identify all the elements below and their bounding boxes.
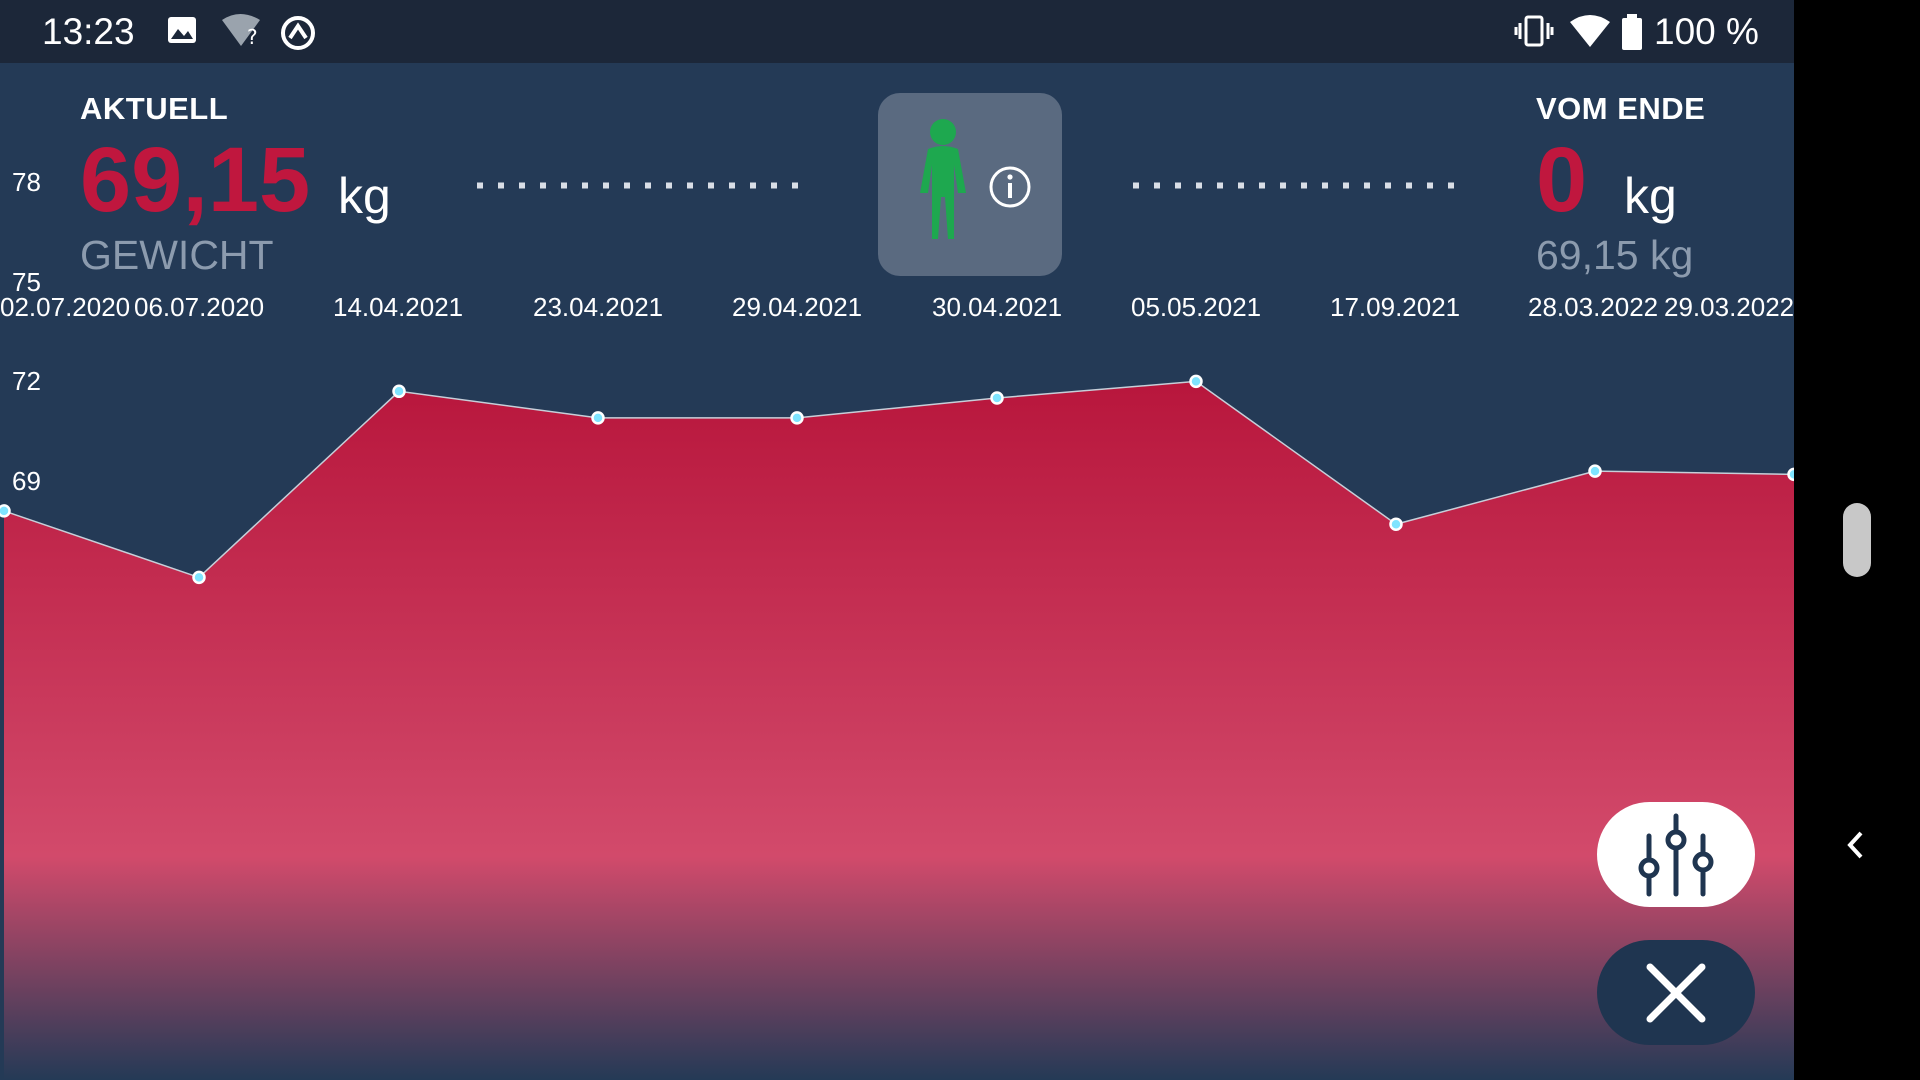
data-point[interactable] bbox=[591, 411, 605, 425]
scroll-handle[interactable] bbox=[1843, 503, 1871, 577]
close-button[interactable] bbox=[1597, 940, 1755, 1045]
weight-caption: GEWICHT bbox=[80, 232, 274, 278]
data-point[interactable] bbox=[790, 411, 804, 425]
app-screen: 13:23 ? 100 % AKTUELL 69,15 kg GEWICHT bbox=[0, 0, 1794, 1080]
data-point[interactable] bbox=[1189, 374, 1203, 389]
battery-icon bbox=[1620, 14, 1644, 55]
date-label: 06.07.2020 bbox=[134, 292, 265, 322]
date-label: 30.04.2021 bbox=[932, 292, 1063, 322]
data-point[interactable] bbox=[1787, 467, 1795, 482]
date-axis: 02.07.2020 06.07.2020 14.04.2021 23.04.2021… bbox=[0, 292, 1794, 332]
y-tick-label: 69 bbox=[12, 466, 41, 497]
from-end-reference: 69,15 kg bbox=[1536, 232, 1694, 278]
back-arrow-icon[interactable] bbox=[1845, 828, 1867, 862]
vibrate-icon bbox=[1514, 14, 1554, 53]
current-weight-value: 69,15 bbox=[80, 129, 311, 231]
data-point[interactable] bbox=[990, 391, 1004, 405]
info-icon[interactable] bbox=[989, 166, 1031, 208]
svg-text:?: ? bbox=[247, 25, 258, 48]
data-point[interactable] bbox=[392, 384, 406, 399]
person-icon bbox=[920, 119, 966, 239]
data-point[interactable] bbox=[0, 504, 11, 518]
data-point[interactable] bbox=[192, 570, 206, 585]
date-label: 29.04.2021 bbox=[732, 292, 863, 322]
y-tick-label: 78 bbox=[12, 167, 41, 198]
date-label: 28.03.2022 bbox=[1528, 292, 1659, 322]
from-end-value: 0 bbox=[1536, 129, 1588, 231]
date-label: 23.04.2021 bbox=[533, 292, 664, 322]
weight-area bbox=[4, 381, 1794, 1080]
wifi-icon bbox=[1568, 14, 1612, 53]
data-point[interactable] bbox=[1389, 517, 1403, 531]
status-time: 13:23 bbox=[42, 11, 135, 52]
current-label: AKTUELL bbox=[80, 91, 229, 126]
filter-button[interactable] bbox=[1597, 802, 1755, 907]
date-label: 14.04.2021 bbox=[333, 292, 464, 322]
status-bar: 13:23 ? 100 % bbox=[0, 0, 1794, 63]
from-end-label: VOM ENDE bbox=[1536, 91, 1706, 126]
data-point[interactable] bbox=[1588, 464, 1602, 478]
sync-icon bbox=[279, 14, 317, 57]
navigation-strip bbox=[1794, 0, 1920, 1080]
close-icon bbox=[1646, 963, 1706, 1023]
from-end-unit: kg bbox=[1624, 168, 1677, 224]
weight-line bbox=[3, 380, 1794, 579]
battery-percent: 100 % bbox=[1654, 11, 1759, 52]
date-label: 17.09.2021 bbox=[1330, 292, 1461, 322]
dotted-separator-left bbox=[477, 182, 801, 189]
date-label: 05.05.2021 bbox=[1131, 292, 1262, 322]
date-label: 02.07.2020 bbox=[0, 292, 131, 322]
image-icon bbox=[166, 14, 198, 51]
sliders-icon bbox=[1638, 813, 1714, 897]
wifi-unknown-icon: ? bbox=[220, 14, 264, 53]
current-weight-unit: kg bbox=[338, 168, 391, 224]
weight-chart bbox=[0, 374, 1795, 1080]
body-figure-card[interactable] bbox=[878, 93, 1062, 276]
dotted-separator-right bbox=[1133, 182, 1457, 189]
y-tick-label: 72 bbox=[12, 366, 41, 397]
y-tick-label: 75 bbox=[12, 266, 41, 297]
date-label: 29.03.2022 bbox=[1664, 292, 1794, 322]
